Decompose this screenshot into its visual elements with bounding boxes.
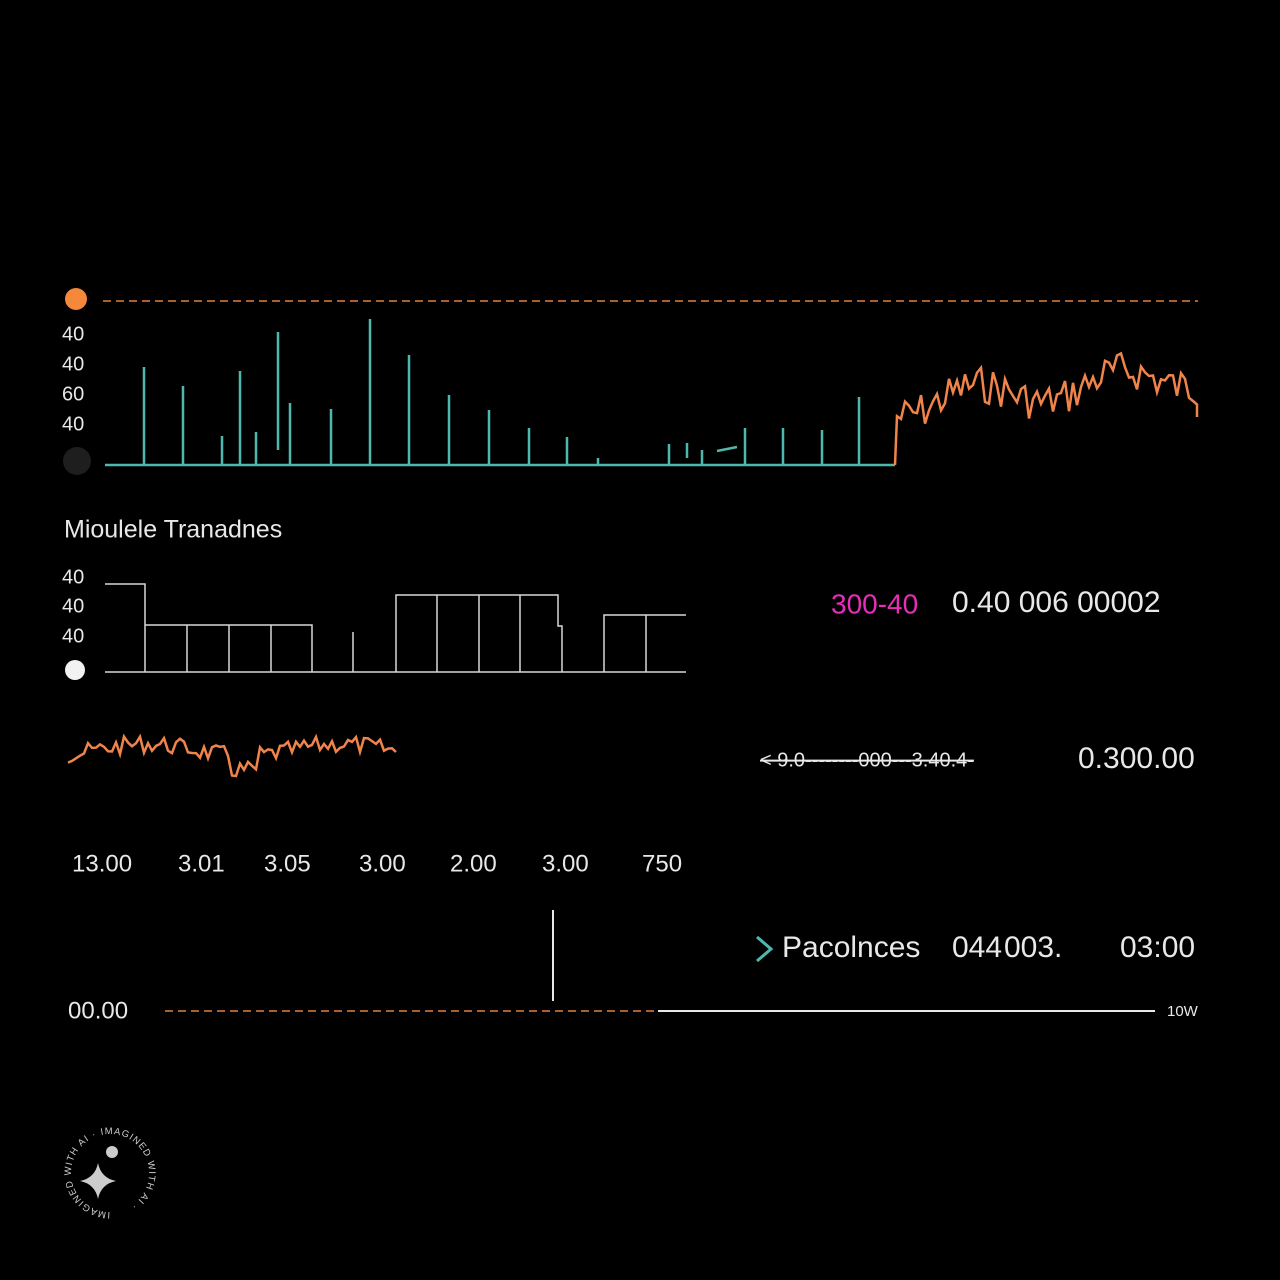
status-dot bbox=[63, 447, 91, 475]
readout: 0.40 006 00002 bbox=[952, 586, 1161, 619]
readout: < 9.0--------000---3.40.4- bbox=[760, 749, 974, 771]
trend-line bbox=[67, 733, 397, 778]
y-label: 40 bbox=[62, 595, 84, 617]
spike-series bbox=[105, 319, 895, 467]
status-dot bbox=[65, 288, 87, 310]
readout-value: 0.300.00 bbox=[1078, 742, 1195, 775]
y-label: 40 bbox=[62, 625, 84, 647]
step-series bbox=[105, 583, 686, 673]
y-label: 40 bbox=[62, 353, 84, 375]
x-label: 2.00 bbox=[450, 850, 497, 877]
x-label: 13.00 bbox=[72, 850, 132, 877]
x-label: 750 bbox=[642, 850, 682, 877]
x-label: 3.05 bbox=[264, 850, 311, 877]
x-label: 3.00 bbox=[542, 850, 589, 877]
x-label: 3.01 bbox=[178, 850, 225, 877]
trend-line bbox=[893, 351, 1199, 466]
y-label: 40 bbox=[62, 566, 84, 588]
panel-title: Mioulele Tranadnes bbox=[64, 516, 282, 544]
play-icon bbox=[756, 935, 774, 963]
y-label: 60 bbox=[62, 383, 84, 405]
footer-value: 003. bbox=[1004, 931, 1062, 964]
y-label: 40 bbox=[62, 413, 84, 435]
readout-highlight: 300-40 bbox=[831, 588, 918, 619]
footer-label: Pacolnces bbox=[782, 931, 920, 964]
baseline-label: 00.00 bbox=[68, 997, 128, 1024]
watermark-icon bbox=[106, 1146, 118, 1158]
end-label: 10W bbox=[1167, 1003, 1199, 1020]
y-label: 40 bbox=[62, 323, 84, 345]
watermark-icon bbox=[80, 1163, 116, 1199]
footer-value: 03:00 bbox=[1120, 931, 1195, 964]
x-label: 3.00 bbox=[359, 850, 406, 877]
status-dot bbox=[65, 660, 85, 680]
footer-value: 044 bbox=[952, 931, 1002, 964]
